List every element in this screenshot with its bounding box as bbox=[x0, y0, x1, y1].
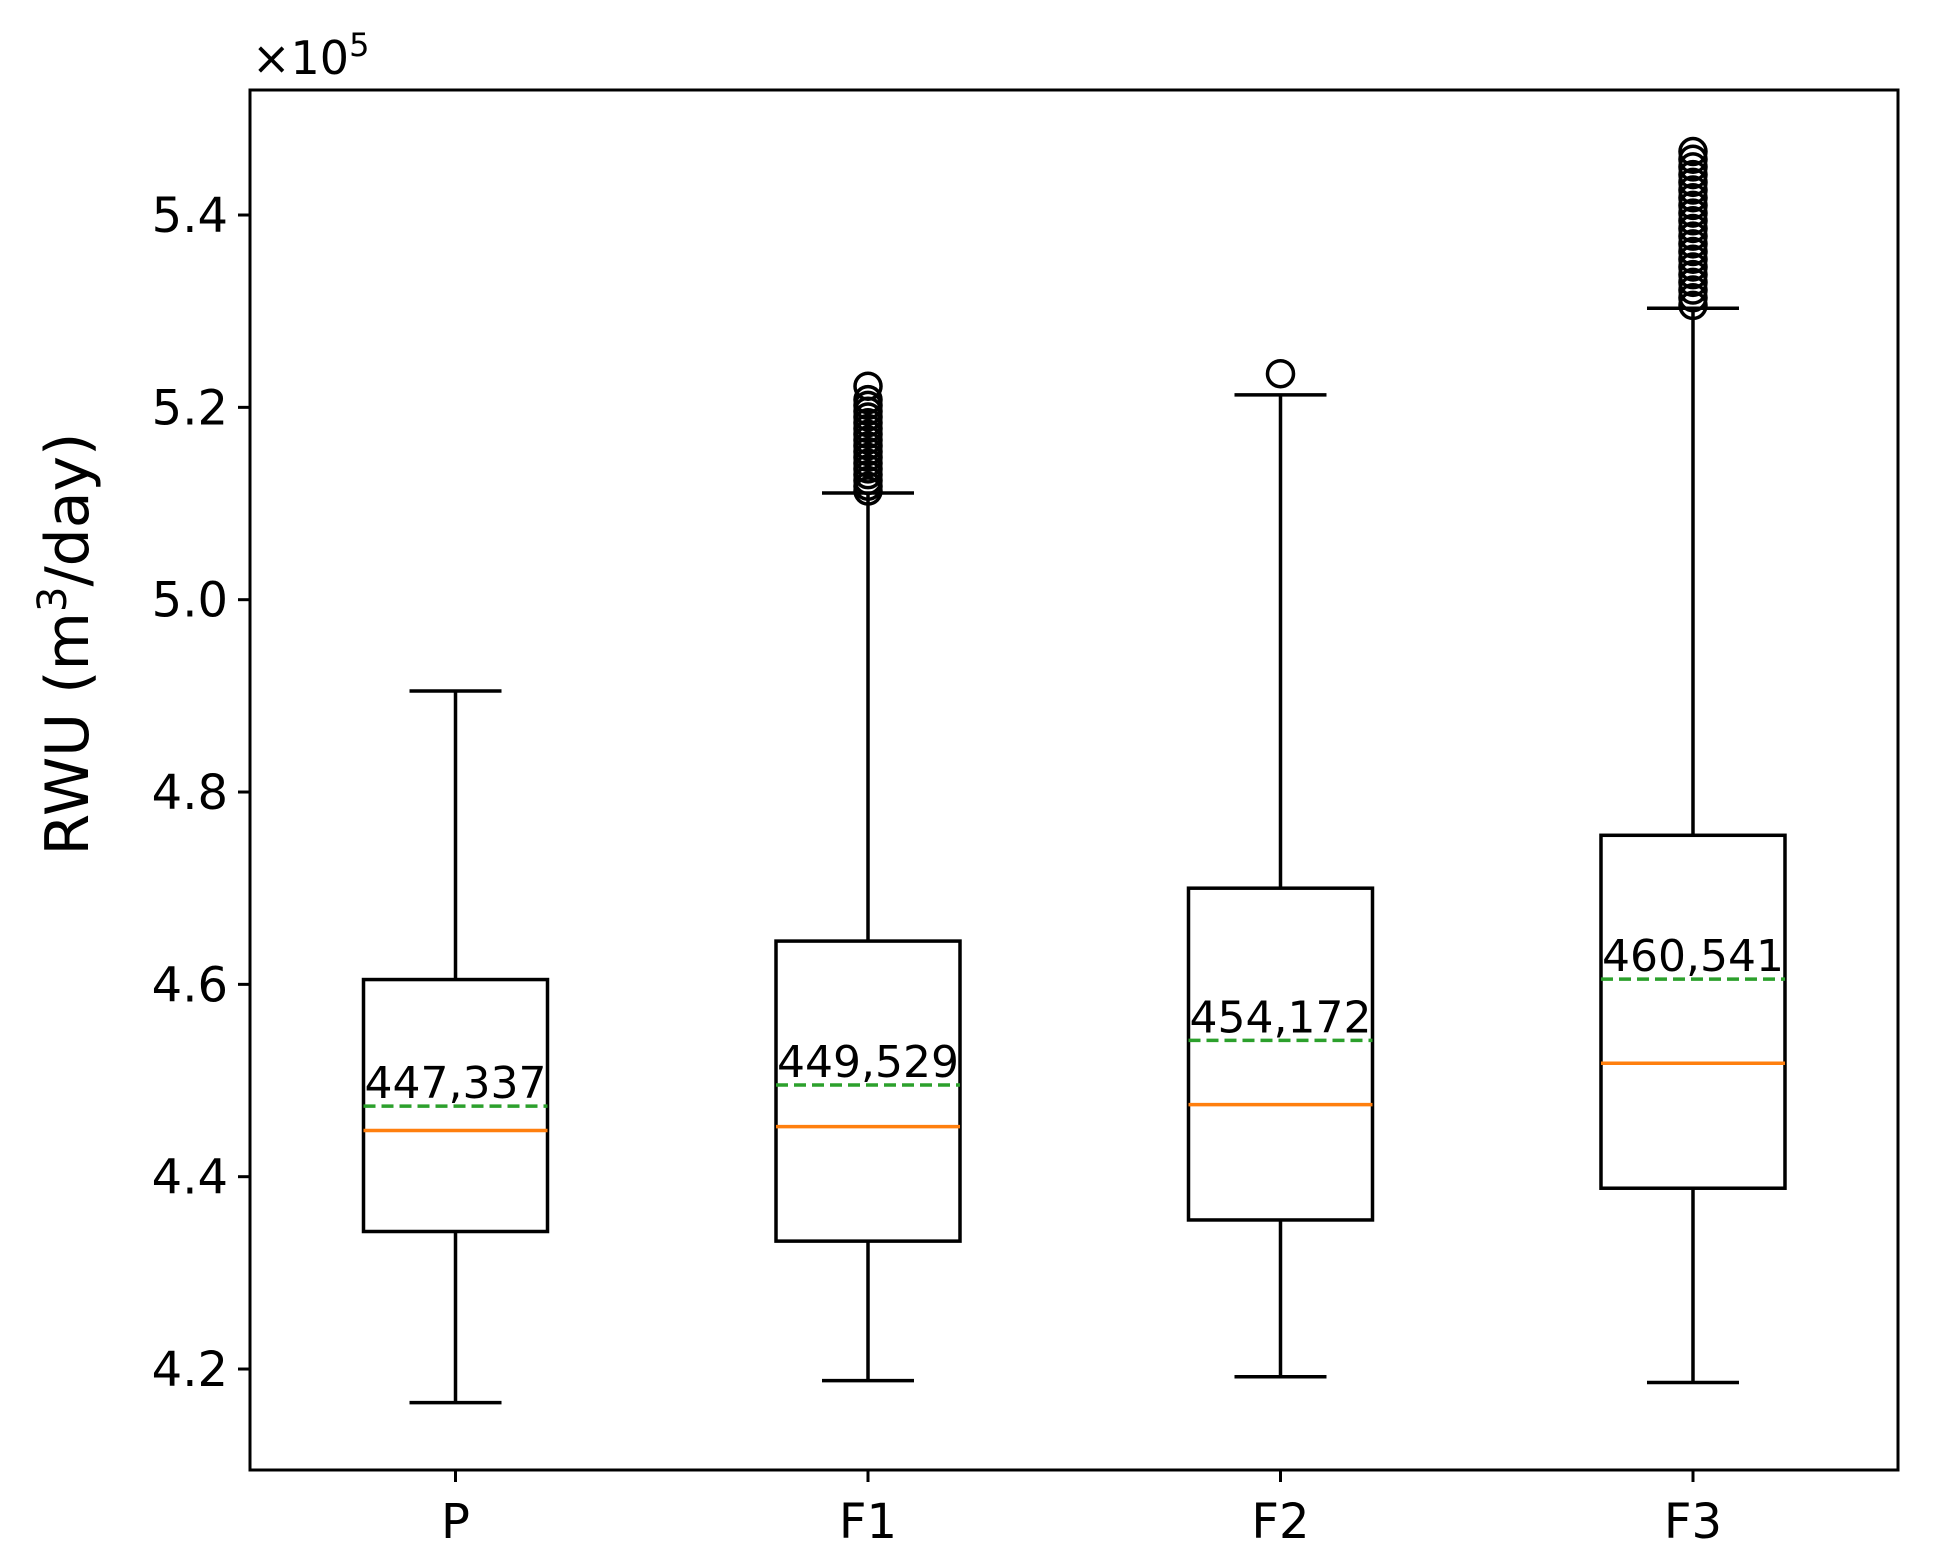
outlier-point bbox=[1678, 290, 1708, 321]
y-tick-label: 5.2 bbox=[152, 380, 228, 436]
y-tick-label: 4.2 bbox=[152, 1342, 228, 1398]
outlier-point bbox=[1678, 259, 1708, 290]
mean-value-label: 460,541 bbox=[1602, 931, 1784, 982]
y-offset-exponent: 5 bbox=[349, 26, 369, 64]
y-offset-label: ×105 bbox=[252, 26, 369, 85]
outlier-point bbox=[1678, 229, 1708, 259]
iqr-box bbox=[1186, 886, 1375, 1222]
outlier-point bbox=[1678, 144, 1708, 174]
outlier-point bbox=[1678, 175, 1708, 205]
outlier-point bbox=[1678, 252, 1708, 282]
x-tick-label: P bbox=[441, 1494, 470, 1550]
iqr-box bbox=[774, 939, 962, 1243]
y-axis-label: RWU (m3/day) bbox=[30, 433, 103, 856]
x-tick-label: F1 bbox=[839, 1494, 897, 1550]
y-axis-label-superscript: 3 bbox=[30, 587, 76, 612]
outlier-point bbox=[1678, 152, 1708, 182]
mean-value-label: 447,337 bbox=[365, 1058, 547, 1109]
outlier-point bbox=[1678, 167, 1708, 198]
outlier-point bbox=[1678, 221, 1708, 251]
outlier-point bbox=[1678, 190, 1708, 221]
outlier-point bbox=[1265, 358, 1296, 389]
outlier-point bbox=[1678, 275, 1708, 305]
outlier-point bbox=[853, 371, 883, 401]
outlier-point bbox=[1678, 198, 1708, 228]
outlier-point bbox=[1678, 213, 1708, 244]
outlier-point bbox=[853, 384, 883, 415]
outlier-point bbox=[1678, 136, 1708, 167]
y-tick-label: 4.8 bbox=[152, 765, 228, 821]
outlier-point bbox=[1678, 206, 1708, 236]
iqr-box bbox=[1599, 833, 1787, 1190]
outlier-point bbox=[1678, 267, 1708, 298]
outlier-point bbox=[1678, 236, 1708, 267]
outlier-point bbox=[1678, 282, 1708, 313]
outlier-point bbox=[1678, 159, 1708, 190]
axes-frame bbox=[248, 88, 1900, 1472]
plot-area: 4.2 4.4 4.6 4.8 5.0 5.2 5.4 P F1 F2 F3 447,337 449,5… bbox=[152, 136, 1787, 1550]
mean-value-label: 449,529 bbox=[777, 1037, 959, 1088]
y-tick-label: 4.4 bbox=[152, 1150, 228, 1206]
x-tick-label: F2 bbox=[1251, 1494, 1309, 1550]
y-tick-label: 5.4 bbox=[152, 188, 228, 244]
mean-value-label: 454,172 bbox=[1190, 992, 1372, 1043]
outlier-point bbox=[1678, 182, 1708, 213]
y-tick-label: 4.6 bbox=[152, 957, 228, 1013]
x-tick-label: F3 bbox=[1664, 1494, 1722, 1550]
y-tick-label: 5.0 bbox=[152, 573, 228, 629]
outlier-point bbox=[1678, 244, 1708, 275]
